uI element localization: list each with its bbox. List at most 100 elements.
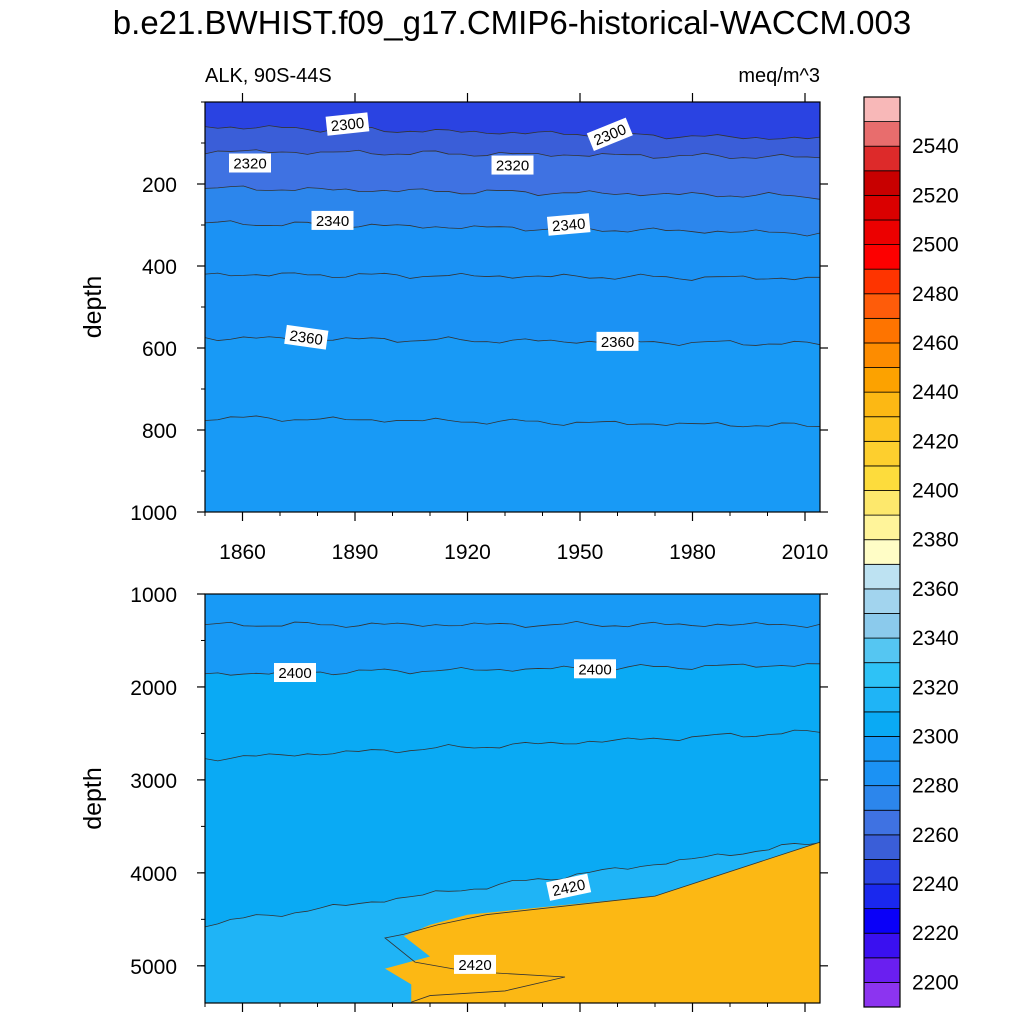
colorbar-swatch bbox=[863, 416, 901, 442]
contour-label: 2360 bbox=[284, 324, 329, 350]
contour-label: 2400 bbox=[274, 663, 316, 683]
colorbar-label: 2200 bbox=[912, 971, 959, 994]
y-axis-title: depth bbox=[79, 276, 107, 339]
colorbar-swatch bbox=[863, 785, 901, 811]
contour-line-2340 bbox=[205, 185, 820, 200]
contour-line-2360 bbox=[205, 272, 820, 281]
colorbar-swatch bbox=[863, 686, 901, 713]
y-tick-label: 4000 bbox=[130, 863, 177, 886]
colorbar-swatch bbox=[863, 711, 901, 737]
colorbar-label: 2320 bbox=[912, 676, 959, 699]
units-label: meq/m^3 bbox=[738, 65, 820, 87]
colorbar-swatch bbox=[863, 514, 901, 541]
contour-label-text: 2420 bbox=[551, 876, 587, 900]
colorbar-label: 2400 bbox=[912, 480, 959, 503]
colorbar-swatch bbox=[863, 588, 901, 614]
colorbar-swatch bbox=[863, 170, 901, 196]
colorbar-label: 2520 bbox=[912, 184, 959, 207]
colorbar-label: 2300 bbox=[912, 725, 959, 748]
contour-label-text: 2320 bbox=[496, 158, 529, 175]
contour-label-text: 2340 bbox=[316, 213, 349, 230]
colorbar-swatch bbox=[863, 883, 901, 910]
colorbar-swatch bbox=[863, 219, 901, 245]
colorbar-swatch bbox=[863, 465, 901, 491]
y-tick-label: 5000 bbox=[130, 956, 177, 979]
contour-label: 2320 bbox=[229, 153, 271, 173]
colorbar-swatch bbox=[863, 194, 901, 221]
contour-line-2420-deep bbox=[384, 841, 820, 1003]
contour-label: 2300 bbox=[325, 112, 370, 136]
contour-label-text: 2360 bbox=[601, 334, 634, 351]
x-tick-label: 1890 bbox=[332, 541, 379, 564]
panel-frame bbox=[204, 593, 821, 1004]
colorbar-swatch bbox=[863, 121, 901, 147]
contour-label-text: 2300 bbox=[330, 115, 365, 135]
colorbar-frame bbox=[863, 96, 901, 1008]
colorbar-swatch bbox=[863, 834, 901, 860]
colorbar: 2200 2220 2240 2260 2280 2300 2320 2340 2360 2380… bbox=[863, 96, 959, 1008]
y-tick-label: 3000 bbox=[130, 770, 177, 793]
colorbar-label: 2480 bbox=[912, 283, 959, 306]
y-tick-label: 800 bbox=[142, 420, 177, 443]
colorbar-label: 2380 bbox=[912, 529, 959, 552]
y-axis-title: depth bbox=[79, 767, 107, 830]
contour-label-text: 2340 bbox=[551, 216, 586, 236]
colorbar-swatch bbox=[863, 908, 901, 934]
contour-label-text: 2400 bbox=[578, 661, 611, 678]
contour-line-2390 bbox=[205, 620, 820, 628]
colorbar-label: 2220 bbox=[912, 922, 959, 945]
colorbar-label: 2540 bbox=[912, 135, 959, 158]
contour-label: 2420 bbox=[546, 873, 592, 901]
contour-line-2420 bbox=[205, 842, 820, 928]
contour-line-2320 bbox=[205, 149, 820, 160]
colorbar-swatch bbox=[863, 268, 901, 295]
colorbar-swatch bbox=[863, 342, 901, 368]
contour-label-text: 2400 bbox=[278, 665, 311, 682]
colorbar-swatch bbox=[863, 293, 901, 319]
y-tick-label: 1000 bbox=[130, 502, 177, 525]
colorbar-label: 2360 bbox=[912, 578, 959, 601]
colorbar-swatch bbox=[863, 317, 901, 344]
x-tick-label: 2010 bbox=[782, 541, 829, 564]
contour-line-2300 bbox=[205, 125, 820, 140]
colorbar-swatch bbox=[863, 613, 901, 639]
contour-label: 2320 bbox=[491, 155, 534, 175]
colorbar-swatch bbox=[863, 932, 901, 959]
contour-label: 2420 bbox=[454, 954, 496, 974]
y-tick-label: 400 bbox=[142, 256, 177, 279]
y-tick-label: 200 bbox=[142, 174, 177, 197]
x-tick-label: 1920 bbox=[444, 541, 491, 564]
x-tick-label: 1950 bbox=[557, 541, 604, 564]
contour-band-2380 bbox=[205, 415, 820, 512]
colorbar-swatch bbox=[863, 859, 901, 885]
y-tick-label: 600 bbox=[142, 338, 177, 361]
colorbar-label: 2260 bbox=[912, 824, 959, 847]
contour-line-2380 bbox=[205, 415, 820, 428]
colorbar-label: 2460 bbox=[912, 332, 959, 355]
contour-label: 2360 bbox=[596, 331, 639, 351]
colorbar-label: 2340 bbox=[912, 627, 959, 650]
colorbar-swatch bbox=[863, 391, 901, 418]
colorbar-swatch bbox=[863, 809, 901, 836]
colorbar-swatch bbox=[863, 563, 901, 590]
deep-depth-panel: 2400 2400 2420 2420 1000 2000 3000 4000 5000 dept… bbox=[79, 584, 828, 1012]
colorbar-label: 2280 bbox=[912, 775, 959, 798]
colorbar-swatch bbox=[863, 957, 901, 983]
contour-line-2360 bbox=[205, 220, 820, 237]
contour-label: 2400 bbox=[574, 659, 616, 679]
colorbar-label: 2420 bbox=[912, 430, 959, 453]
x-tick-label: 1860 bbox=[219, 541, 266, 564]
y-tick-label: 2000 bbox=[130, 677, 177, 700]
contour-label-text: 2320 bbox=[233, 156, 266, 173]
colorbar-swatch bbox=[863, 440, 901, 467]
colorbar-swatch bbox=[863, 760, 901, 787]
x-tick-label: 1980 bbox=[669, 541, 716, 564]
colorbar-swatch bbox=[863, 637, 901, 664]
colorbar-label: 2440 bbox=[912, 381, 959, 404]
colorbar-label: 2240 bbox=[912, 873, 959, 896]
contour-label-text: 2360 bbox=[288, 328, 323, 349]
colorbar-swatch bbox=[863, 982, 901, 1008]
colorbar-swatch bbox=[863, 96, 901, 122]
